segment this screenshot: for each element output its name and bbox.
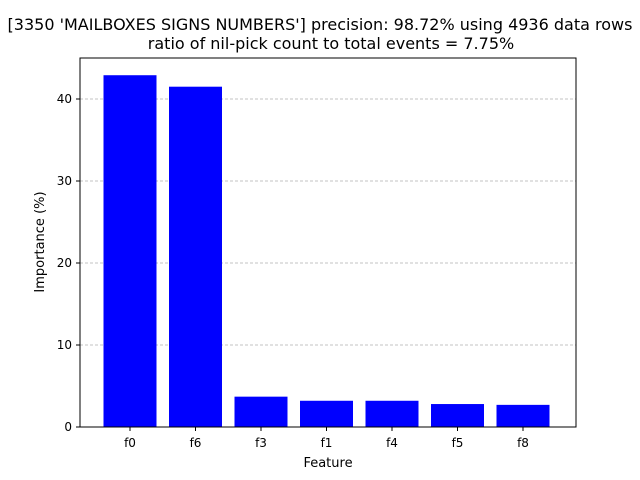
x-tick-label: f6 [190,436,202,450]
y-axis-label: Importance (%) [33,191,48,292]
chart-title-line2: ratio of nil-pick count to total events … [148,34,514,53]
grid-layer [80,98,576,346]
y-axis-ticks: 0 10 20 30 40 [57,92,80,434]
bar-layer [103,75,550,427]
y-tick-label: 10 [57,338,72,352]
bar-f5 [431,404,484,427]
chart-title-line1: [3350 'MAILBOXES SIGNS NUMBERS'] precisi… [8,15,633,34]
x-axis-label: Feature [303,456,352,471]
bar-f1 [300,400,353,427]
y-tick-label: 0 [64,420,72,434]
x-tick-label: f1 [321,436,333,450]
y-tick-label: 20 [57,256,72,270]
x-tick-label: f8 [517,436,529,450]
bar-f0 [103,75,157,427]
bar-f4 [365,400,419,427]
y-tick-label: 30 [57,174,72,188]
x-axis-ticks: f0 f6 f3 f1 f4 f5 f8 [124,427,529,450]
bar-f8 [496,404,550,427]
y-tick-label: 40 [57,92,72,106]
bar-f3 [234,396,288,427]
x-tick-label: f5 [452,436,464,450]
bar-f6 [169,86,222,427]
x-tick-label: f4 [386,436,398,450]
plot-frame [79,57,577,428]
x-tick-label: f3 [255,436,267,450]
x-tick-label: f0 [124,436,136,450]
